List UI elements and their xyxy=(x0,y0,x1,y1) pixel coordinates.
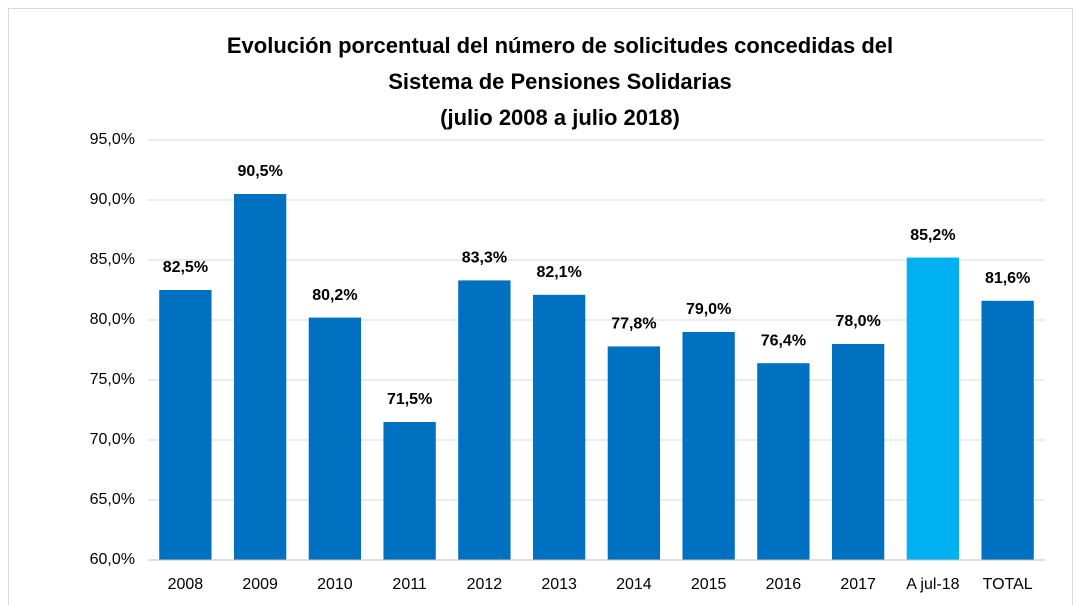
x-tick-label: 2017 xyxy=(840,576,876,593)
x-tick-label: 2012 xyxy=(467,576,503,593)
value-label: 82,5% xyxy=(163,259,208,276)
bar xyxy=(159,290,212,560)
bar xyxy=(233,194,287,560)
bar xyxy=(757,363,810,560)
y-tick-label: 60,0% xyxy=(90,551,135,568)
x-tick-label: 2010 xyxy=(317,576,353,593)
x-tick-label: 2013 xyxy=(541,576,577,593)
value-label: 76,4% xyxy=(761,332,806,349)
x-tick-label: 2011 xyxy=(392,576,427,593)
bar xyxy=(458,280,511,560)
chart-title: Sistema de Pensiones Solidarias xyxy=(388,69,732,94)
x-tick-label: 2008 xyxy=(168,576,204,593)
y-tick-label: 95,0% xyxy=(90,131,135,148)
value-label: 82,1% xyxy=(536,264,581,281)
bar xyxy=(532,294,586,560)
bar xyxy=(682,332,735,560)
value-label: 78,0% xyxy=(835,313,880,330)
bar xyxy=(831,344,885,560)
bar xyxy=(607,346,661,560)
x-tick-label: 2009 xyxy=(242,576,278,593)
y-tick-label: 75,0% xyxy=(90,371,135,388)
y-tick-label: 90,0% xyxy=(90,191,135,208)
bar xyxy=(906,257,960,560)
bar xyxy=(981,300,1034,560)
y-tick-label: 70,0% xyxy=(90,431,135,448)
value-label: 81,6% xyxy=(985,270,1030,287)
chart-title: (julio 2008 a julio 2018) xyxy=(440,105,680,130)
x-tick-label: 2016 xyxy=(766,576,802,593)
chart-title: Evolución porcentual del número de solic… xyxy=(227,33,893,58)
y-tick-label: 85,0% xyxy=(90,251,135,268)
value-label: 80,2% xyxy=(312,287,357,304)
x-tick-label: 2015 xyxy=(691,576,727,593)
value-label: 83,3% xyxy=(462,250,507,267)
value-label: 71,5% xyxy=(387,391,432,408)
y-tick-label: 80,0% xyxy=(90,311,135,328)
x-tick-label: A jul-18 xyxy=(906,576,959,593)
value-label: 85,2% xyxy=(910,227,955,244)
bar xyxy=(383,422,436,560)
x-tick-label: 2014 xyxy=(616,576,652,593)
value-label: 77,8% xyxy=(611,316,656,333)
bar xyxy=(308,317,362,560)
y-tick-label: 65,0% xyxy=(90,491,135,508)
value-label: 79,0% xyxy=(686,301,731,318)
x-tick-label: TOTAL xyxy=(983,576,1033,593)
value-label: 90,5% xyxy=(237,163,282,180)
